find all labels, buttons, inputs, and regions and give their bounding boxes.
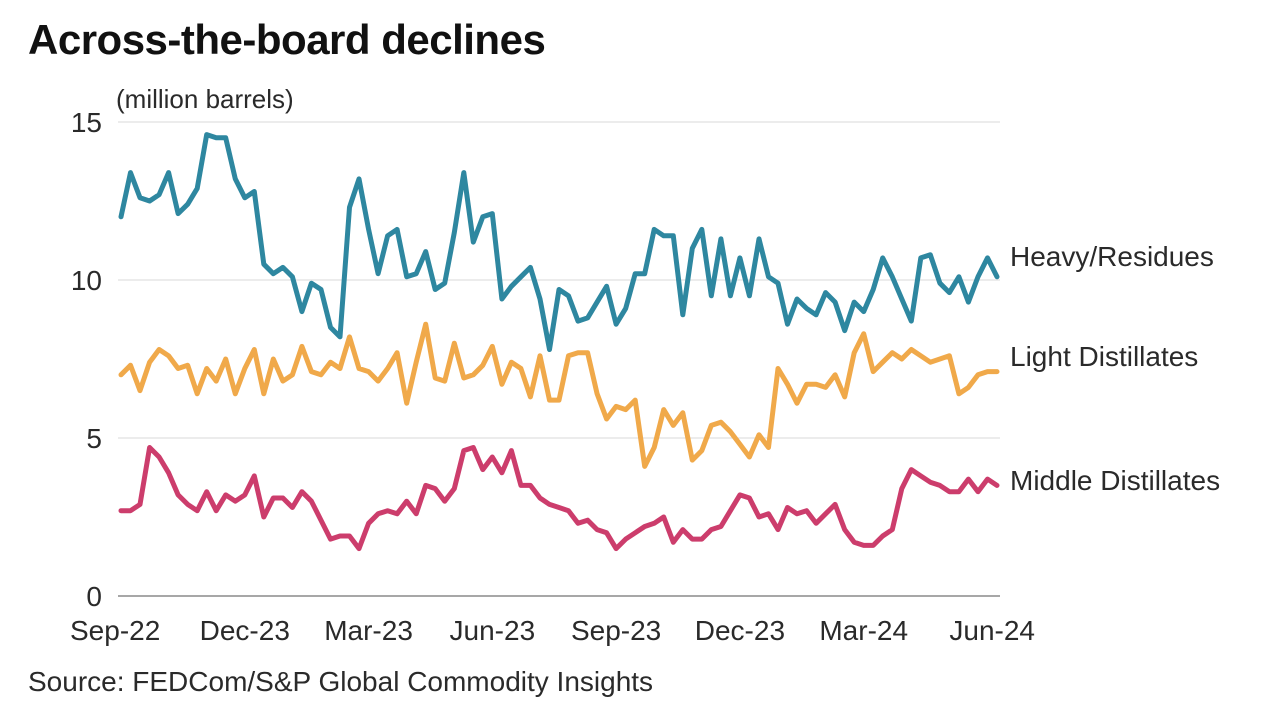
x-tick-label: Jun-23 [450, 615, 536, 646]
series-label-light-distillates: Light Distillates [1010, 341, 1198, 372]
x-tick-label: Sep-22 [70, 615, 160, 646]
series-line-heavy-residues [118, 132, 1000, 352]
series-labels: Heavy/Residues Light Distillates Middle Di… [1010, 241, 1220, 496]
x-tick-label: Dec-23 [695, 615, 785, 646]
source-note: Source: FEDCom/S&P Global Commodity Insi… [28, 666, 654, 697]
chart-title: Across-the-board declines [28, 16, 546, 63]
gridlines [118, 121, 1000, 597]
y-axis-unit-label: (million barrels) [116, 84, 294, 114]
x-tick-label: Sep-23 [571, 615, 661, 646]
x-tick-label: Mar-24 [819, 615, 908, 646]
series-lines [118, 132, 1000, 552]
series-line-middle-distillates [118, 445, 1000, 552]
x-tick-label: Dec-23 [200, 615, 290, 646]
x-tick-label: Mar-23 [324, 615, 413, 646]
line-chart: 0 5 10 15 Sep-22 Dec-23 Mar-23 Jun-23 Sep-23 Dec… [70, 107, 1220, 646]
y-tick-label: 15 [71, 107, 102, 138]
series-label-middle-distillates: Middle Distillates [1010, 465, 1220, 496]
y-tick-label: 0 [86, 581, 102, 612]
series-line-light-distillates [118, 321, 1000, 469]
x-axis-ticks: Sep-22 Dec-23 Mar-23 Jun-23 Sep-23 Dec-23 Mar-… [70, 615, 1035, 646]
series-label-heavy-residues: Heavy/Residues [1010, 241, 1214, 272]
y-axis-ticks: 0 5 10 15 [71, 107, 102, 612]
y-tick-label: 5 [86, 423, 102, 454]
y-tick-label: 10 [71, 265, 102, 296]
x-tick-label: Jun-24 [949, 615, 1035, 646]
